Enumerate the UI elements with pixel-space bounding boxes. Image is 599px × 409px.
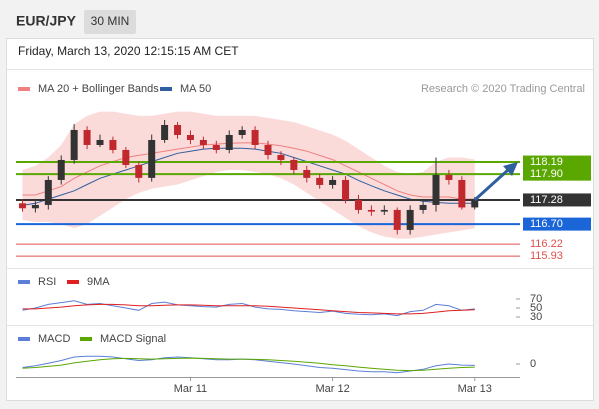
candle-body bbox=[316, 177, 324, 185]
candle-body bbox=[225, 134, 233, 150]
candle-body bbox=[406, 209, 414, 230]
candle-body bbox=[135, 164, 143, 178]
candle-body bbox=[354, 199, 362, 210]
candle-body bbox=[445, 174, 453, 180]
projection-arrow bbox=[473, 168, 510, 202]
panel-tick-label: 30 bbox=[530, 311, 542, 323]
candle-body bbox=[212, 144, 220, 150]
candle-body bbox=[122, 149, 130, 165]
candle-body bbox=[96, 139, 104, 145]
legend-swatch bbox=[160, 87, 172, 91]
candle-body bbox=[329, 179, 337, 185]
legend-label: 9MA bbox=[87, 276, 110, 288]
candle-body bbox=[83, 129, 91, 145]
level-label: 118.19 bbox=[530, 156, 563, 168]
candle-body bbox=[419, 204, 427, 210]
indicator-line bbox=[22, 357, 475, 372]
panel-tick-label: 50 bbox=[530, 302, 542, 314]
candle-body bbox=[148, 139, 156, 178]
candle-body bbox=[44, 179, 52, 205]
candle-body bbox=[186, 134, 194, 140]
candle-body bbox=[109, 139, 117, 150]
panel-tick-label: 70 bbox=[530, 293, 542, 305]
level-label-box bbox=[523, 155, 591, 169]
legend-swatch bbox=[18, 280, 30, 284]
x-tick-label: Mar 11 bbox=[174, 383, 207, 395]
candle-body bbox=[432, 174, 440, 205]
level-label: 117.90 bbox=[530, 168, 563, 180]
indicator-line bbox=[22, 303, 475, 315]
candle-body bbox=[342, 179, 350, 200]
x-tick-label: Mar 12 bbox=[315, 383, 349, 395]
level-label: 116.22 bbox=[530, 238, 563, 250]
card bbox=[6, 38, 594, 401]
legend-swatch bbox=[18, 337, 30, 341]
level-label: 116.70 bbox=[530, 218, 563, 230]
legend-label: MACD bbox=[38, 333, 70, 345]
moving-average bbox=[22, 142, 475, 200]
candle-body bbox=[264, 144, 272, 155]
candle-body bbox=[290, 159, 298, 170]
level-label-box bbox=[523, 193, 591, 207]
projection-arrowhead bbox=[503, 162, 518, 176]
candle-body bbox=[367, 209, 375, 212]
level-label: 115.93 bbox=[530, 250, 563, 262]
legend-swatch bbox=[80, 337, 92, 341]
candle-body bbox=[393, 209, 401, 230]
x-tick-label: Mar 13 bbox=[458, 383, 492, 395]
candle-body bbox=[238, 129, 246, 135]
moving-average bbox=[22, 147, 475, 206]
candle-body bbox=[70, 129, 78, 160]
candle-body bbox=[251, 129, 259, 145]
candle-body bbox=[458, 179, 466, 208]
panel-tick-label: 0 bbox=[530, 358, 536, 370]
candle-body bbox=[471, 199, 479, 208]
level-label-box bbox=[523, 167, 591, 181]
candle-body bbox=[161, 124, 169, 140]
candle-body bbox=[303, 169, 311, 178]
legend-swatch bbox=[18, 87, 30, 91]
legend-swatch bbox=[67, 280, 79, 284]
datetime: Friday, March 13, 2020 12:15:15 AM CET bbox=[18, 44, 239, 58]
timeframe[interactable]: 30 MIN bbox=[91, 14, 130, 28]
candle-body bbox=[380, 209, 388, 212]
legend-label: RSI bbox=[38, 276, 56, 288]
legend-label: MA 50 bbox=[180, 83, 211, 95]
candle-body bbox=[277, 154, 285, 160]
legend-label: MA 20 + Bollinger Bands bbox=[38, 83, 159, 95]
legend-label: MACD Signal bbox=[100, 333, 166, 345]
timeframe-badge[interactable] bbox=[84, 10, 136, 34]
symbol: EUR/JPY bbox=[16, 13, 77, 29]
candle-body bbox=[31, 204, 39, 209]
candle-body bbox=[57, 159, 65, 180]
candle-body bbox=[174, 124, 182, 135]
source: Research © 2020 Trading Central bbox=[421, 83, 585, 95]
candle-body bbox=[18, 203, 26, 209]
level-label: 117.28 bbox=[530, 194, 563, 206]
candle-body bbox=[199, 139, 207, 145]
level-label-box bbox=[523, 217, 591, 231]
